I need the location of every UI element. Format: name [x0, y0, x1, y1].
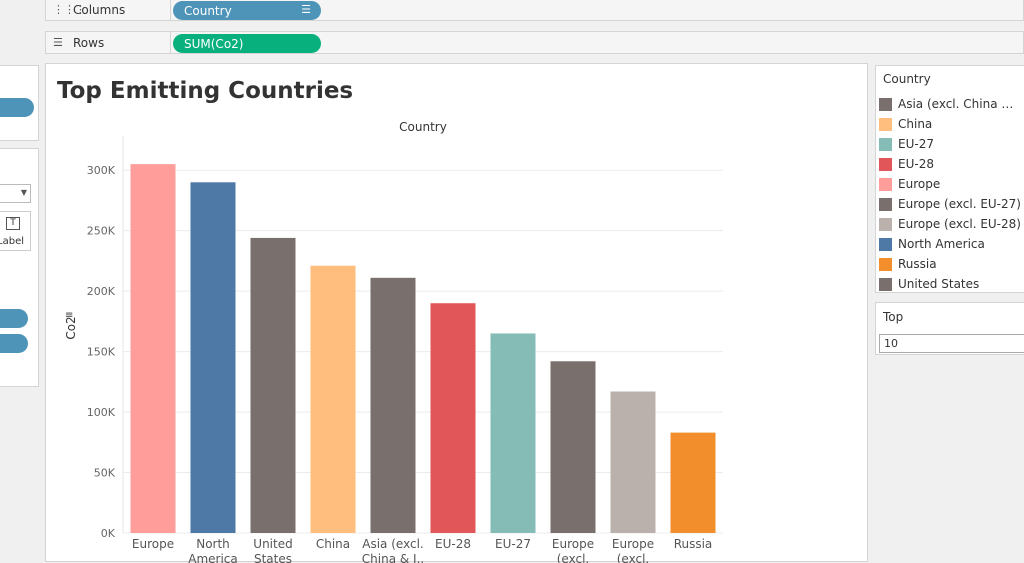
y-tick-label: 200K	[87, 285, 116, 298]
rows-shelf-label: ☰ Rows	[46, 32, 171, 53]
legend-label: North America	[898, 237, 985, 251]
rows-icon: ☰	[53, 36, 63, 49]
marks-pill[interactable]	[0, 98, 34, 117]
color-legend: Country Asia (excl. China & In.. China EU-…	[875, 65, 1024, 293]
bar[interactable]	[670, 432, 716, 533]
legend-swatch	[879, 97, 892, 111]
marks-field-pill-2[interactable]	[0, 334, 28, 353]
top-filter-input[interactable]	[879, 334, 1024, 353]
x-tick-label: North America	[188, 537, 238, 563]
legend-item[interactable]: Asia (excl. China & In..	[879, 94, 1022, 114]
legend-swatch	[879, 197, 892, 211]
legend-swatch	[879, 177, 892, 191]
legend-label: Europe (excl. EU-28)	[898, 217, 1021, 231]
legend-swatch	[879, 277, 892, 291]
top-filter-card: Top	[875, 302, 1024, 355]
legend-label: United States	[898, 277, 980, 291]
legend-item[interactable]: China	[879, 114, 1022, 134]
x-tick-label: EU-27	[495, 537, 531, 551]
y-tick-label: 0K	[101, 527, 116, 540]
legend-label: China	[898, 117, 933, 131]
legend-label: Europe (excl. EU-27)	[898, 197, 1021, 211]
legend-label: Russia	[898, 257, 937, 271]
legend-item[interactable]: United States	[879, 274, 1022, 294]
y-tick-label: 250K	[87, 225, 116, 238]
columns-icon: ⋮⋮⋮	[53, 3, 86, 16]
columns-shelf: ⋮⋮⋮ Columns Country ☰	[45, 0, 1024, 21]
legend-item[interactable]: North America	[879, 234, 1022, 254]
label-button[interactable]: T Label	[0, 211, 31, 251]
legend-item[interactable]: Europe	[879, 174, 1022, 194]
legend-swatch	[879, 217, 892, 231]
y-tick-label: 300K	[87, 164, 116, 177]
x-tick-label: Asia (excl. China & I..	[362, 537, 424, 563]
columns-shelf-label: ⋮⋮⋮ Columns	[46, 0, 171, 20]
legend-item[interactable]: EU-28	[879, 154, 1022, 174]
legend-swatch	[879, 237, 892, 251]
country-pill[interactable]: Country ☰	[173, 1, 321, 20]
legend-item[interactable]: Russia	[879, 254, 1022, 274]
rows-shelf: ☰ Rows SUM(Co2)	[45, 31, 1024, 54]
legend-label: Asia (excl. China & In..	[898, 97, 1022, 111]
bar[interactable]	[250, 237, 296, 533]
legend-label: EU-28	[898, 157, 934, 171]
chevron-down-icon: ▼	[20, 188, 27, 197]
x-tick-label: Europe (excl.	[552, 537, 594, 563]
marks-card: ▼ T Label	[0, 148, 39, 387]
bar[interactable]	[550, 361, 596, 533]
marks-field-pill-1[interactable]	[0, 309, 28, 328]
legend-title: Country	[883, 72, 931, 86]
text-label-icon: T	[6, 217, 20, 230]
y-axis-label: Co2	[64, 316, 78, 339]
x-tick-label: China	[316, 537, 350, 551]
bar[interactable]	[190, 182, 236, 533]
legend-swatch	[879, 157, 892, 171]
bar[interactable]	[430, 303, 476, 533]
sort-descending-icon[interactable]: ☰	[301, 3, 311, 16]
marks-panel: ▼ T Label	[0, 65, 39, 387]
x-tick-label: Russia	[674, 537, 713, 551]
bar[interactable]	[310, 265, 356, 533]
legend-item[interactable]: Europe (excl. EU-27)	[879, 194, 1022, 214]
y-axis-sort-icon: ≡	[65, 310, 73, 321]
y-tick-label: 100K	[87, 406, 116, 419]
y-tick-label: 150K	[87, 346, 116, 359]
x-tick-label: Europe (excl.	[612, 537, 654, 563]
legend-label: EU-27	[898, 137, 934, 151]
legend-item[interactable]: EU-27	[879, 134, 1022, 154]
bar[interactable]	[370, 277, 416, 533]
x-tick-label: Europe	[132, 537, 174, 551]
legend-swatch	[879, 257, 892, 271]
worksheet: Top Emitting Countries Country Co2 ≡ 0K 50K 1…	[45, 63, 868, 563]
legend-swatch	[879, 137, 892, 151]
x-tick-label: United States	[253, 537, 292, 563]
bar-chart: Country Co2≡ 0K 50K 100K 150K 200K 250K 300K Euro…	[64, 120, 723, 563]
sum-co2-pill[interactable]: SUM(Co2)	[173, 34, 321, 53]
sheet-title: Top Emitting Countries	[57, 78, 354, 104]
x-axis-label: Country	[399, 120, 447, 134]
x-tick-label: EU-28	[435, 537, 471, 551]
legend-label: Europe	[898, 177, 941, 191]
bar[interactable]	[130, 164, 176, 533]
legend-item[interactable]: Europe (excl. EU-28)	[879, 214, 1022, 234]
top-filter-title: Top	[883, 310, 904, 324]
bar[interactable]	[490, 333, 536, 533]
legend-swatch	[879, 117, 892, 131]
y-tick-label: 50K	[94, 467, 116, 480]
mark-type-dropdown[interactable]: ▼	[0, 184, 31, 203]
bar[interactable]	[610, 391, 656, 533]
marks-card-top	[0, 65, 39, 141]
